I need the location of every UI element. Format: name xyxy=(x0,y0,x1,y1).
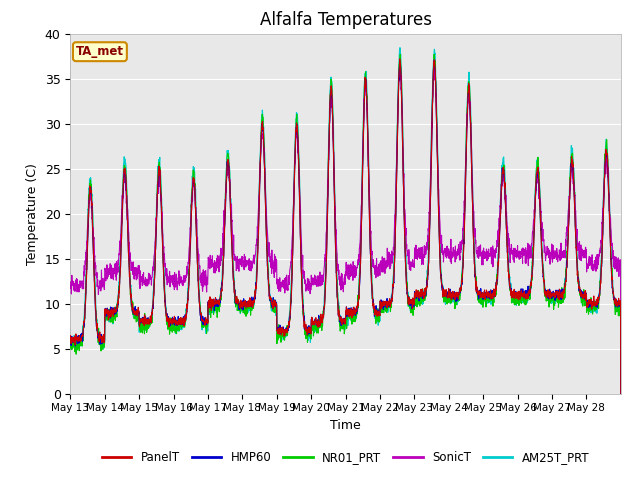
SonicT xyxy=(240,267,248,273)
Title: Alfalfa Temperatures: Alfalfa Temperatures xyxy=(260,11,431,29)
PanelT xyxy=(511,290,519,296)
HMP60 xyxy=(511,290,519,296)
SonicT xyxy=(379,261,387,267)
SonicT xyxy=(617,391,625,396)
SonicT xyxy=(122,179,129,185)
HMP60 xyxy=(430,57,438,63)
NR01_PRT xyxy=(430,51,438,57)
AM25T_PRT xyxy=(511,296,519,302)
AM25T_PRT xyxy=(122,162,129,168)
Line: NR01_PRT: NR01_PRT xyxy=(70,54,621,394)
PanelT xyxy=(67,333,74,338)
AM25T_PRT xyxy=(609,287,617,292)
AM25T_PRT xyxy=(396,45,404,50)
HMP60 xyxy=(609,290,617,296)
Line: AM25T_PRT: AM25T_PRT xyxy=(70,48,621,395)
NR01_PRT xyxy=(67,345,74,351)
PanelT xyxy=(617,391,625,397)
HMP60 xyxy=(379,301,387,307)
NR01_PRT xyxy=(379,309,387,315)
SonicT xyxy=(609,248,617,253)
Line: PanelT: PanelT xyxy=(70,59,621,394)
AM25T_PRT xyxy=(379,308,387,313)
SonicT xyxy=(67,286,74,291)
HMP60 xyxy=(122,173,129,179)
PanelT xyxy=(396,56,404,62)
NR01_PRT xyxy=(609,290,617,296)
AM25T_PRT xyxy=(67,344,74,350)
HMP60 xyxy=(240,298,248,304)
PanelT xyxy=(543,294,550,300)
Text: TA_met: TA_met xyxy=(76,45,124,58)
SonicT xyxy=(543,249,550,255)
HMP60 xyxy=(67,334,74,339)
SonicT xyxy=(511,251,519,256)
NR01_PRT xyxy=(543,291,550,297)
AM25T_PRT xyxy=(617,392,625,397)
PanelT xyxy=(240,299,248,304)
NR01_PRT xyxy=(240,306,248,312)
Line: HMP60: HMP60 xyxy=(70,60,621,394)
X-axis label: Time: Time xyxy=(330,419,361,432)
PanelT xyxy=(609,290,617,296)
PanelT xyxy=(379,301,387,307)
AM25T_PRT xyxy=(240,308,248,313)
NR01_PRT xyxy=(511,293,519,299)
HMP60 xyxy=(617,391,625,397)
AM25T_PRT xyxy=(543,296,550,302)
Line: SonicT: SonicT xyxy=(70,66,621,394)
PanelT xyxy=(122,171,129,177)
Y-axis label: Temperature (C): Temperature (C) xyxy=(26,163,39,264)
NR01_PRT xyxy=(122,170,129,176)
HMP60 xyxy=(543,288,550,293)
NR01_PRT xyxy=(617,391,625,397)
Legend: PanelT, HMP60, NR01_PRT, SonicT, AM25T_PRT: PanelT, HMP60, NR01_PRT, SonicT, AM25T_P… xyxy=(97,446,594,469)
SonicT xyxy=(396,63,404,69)
